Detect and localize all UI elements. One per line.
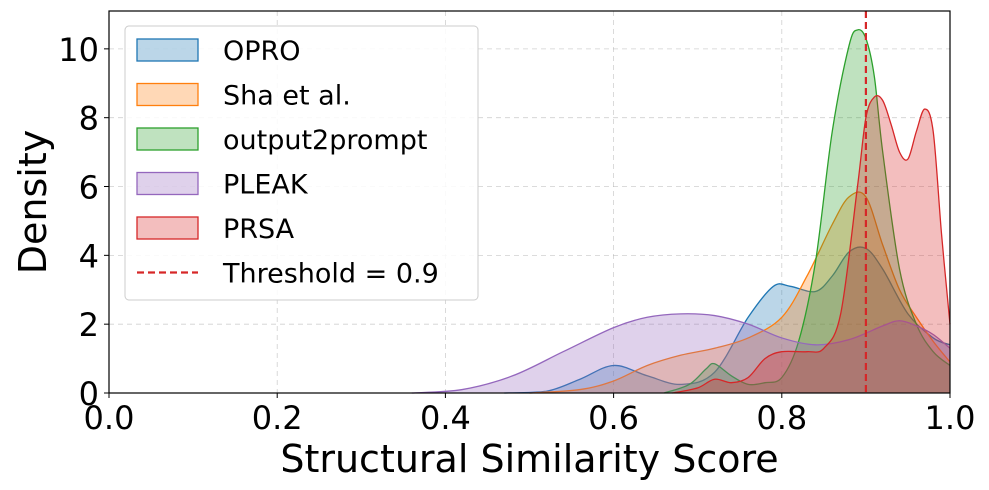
- x-axis-ticks: 0.0 0.2 0.4 0.6 0.8 1.0: [84, 393, 976, 437]
- legend-threshold-label: Threshold = 0.9: [222, 259, 439, 290]
- legend-label: Sha et al.: [223, 81, 351, 112]
- series-areas: [411, 29, 951, 394]
- y-tick-label: 4: [79, 237, 99, 275]
- x-axis-label: Structural Similarity Score: [280, 437, 778, 481]
- legend-label: output2prompt: [223, 125, 427, 156]
- plot-frame: [108, 10, 951, 394]
- x-tick-label: 1.0: [925, 399, 976, 437]
- y-axis-ticks: 0 2 4 6 8 10: [58, 31, 109, 413]
- legend-swatch: [136, 127, 199, 151]
- legend-swatch: [136, 171, 199, 196]
- y-tick-label: 2: [79, 306, 99, 344]
- legend: OPRO Sha et al. output2prompt PLEAK PRSA Thre…: [124, 25, 479, 301]
- line-prsa: [672, 95, 951, 394]
- legend-swatch: [136, 82, 199, 107]
- y-tick-label: 10: [58, 31, 99, 69]
- line-sha-et-al: [529, 191, 951, 394]
- y-tick-label: 6: [79, 169, 99, 207]
- legend-swatch: [136, 216, 199, 240]
- area-pleak: [411, 313, 950, 393]
- legend-swatch: [136, 38, 199, 62]
- x-tick-label: 0.4: [420, 399, 471, 437]
- y-tick-label: 0: [79, 375, 99, 413]
- x-tick-label: 0.0: [84, 399, 135, 437]
- x-tick-label: 0.6: [588, 399, 639, 437]
- legend-box: [124, 25, 479, 301]
- line-pleak: [411, 313, 951, 394]
- area-sha-et-al: [529, 192, 950, 393]
- x-tick-label: 0.2: [252, 399, 303, 437]
- line-opro: [504, 246, 951, 394]
- y-axis-label: Density: [11, 130, 55, 274]
- area-prsa: [672, 95, 950, 393]
- y-tick-label: 8: [79, 100, 99, 138]
- legend-label: PLEAK: [223, 170, 309, 201]
- area-opro: [504, 247, 950, 393]
- x-tick-label: 0.8: [756, 399, 807, 437]
- legend-label: PRSA: [223, 214, 295, 245]
- line-output2prompt: [663, 29, 951, 394]
- legend-label: OPRO: [223, 36, 301, 67]
